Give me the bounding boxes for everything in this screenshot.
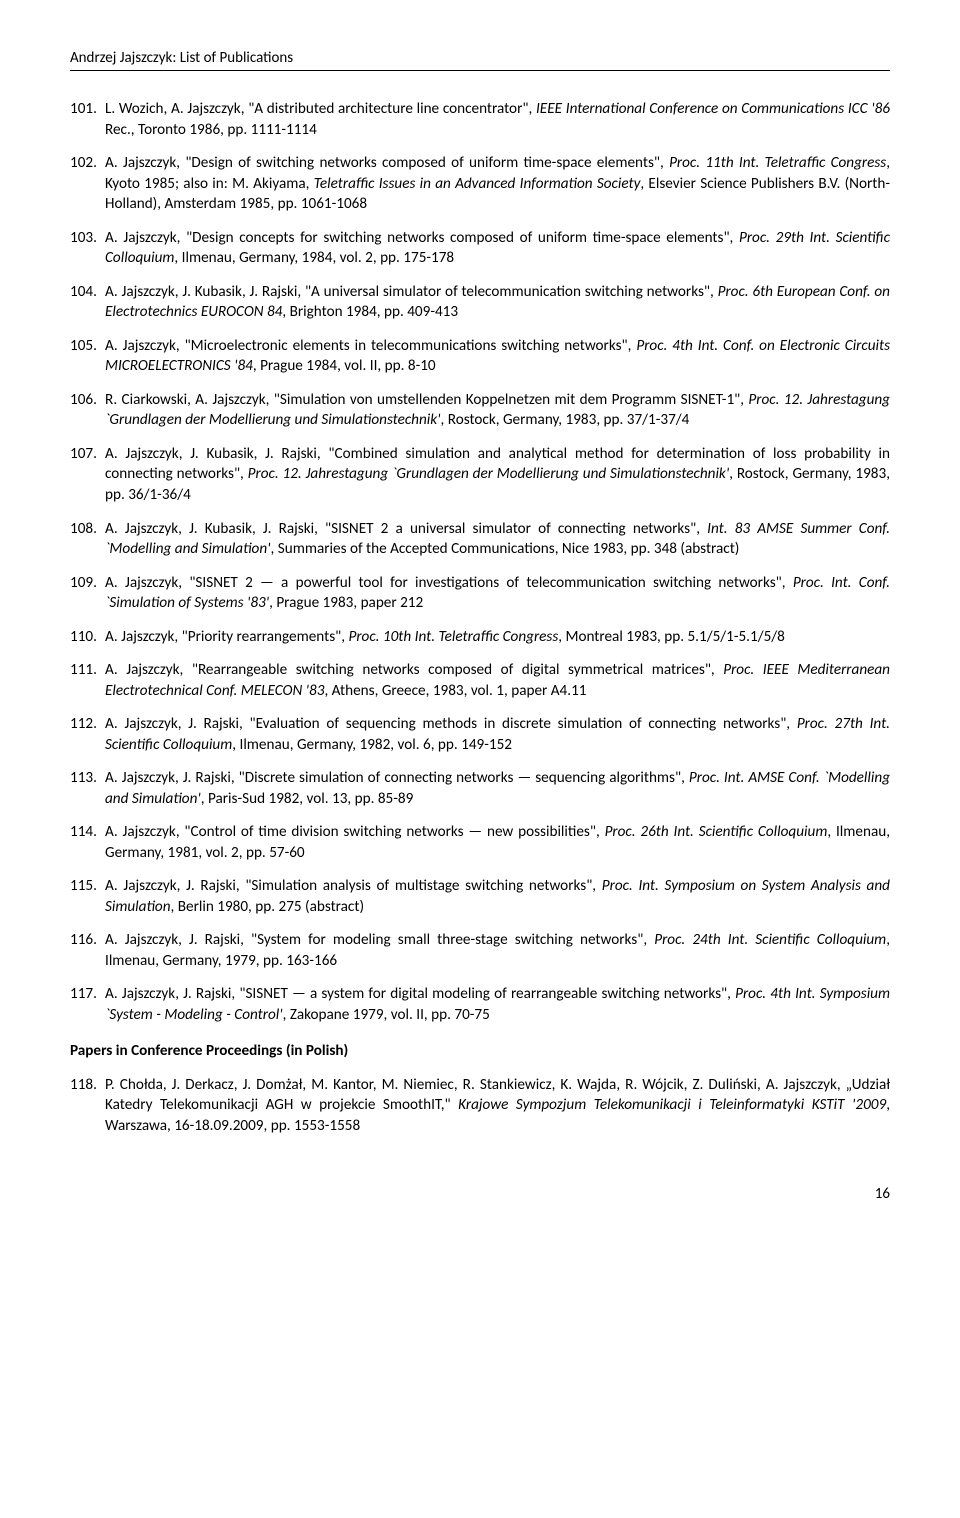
publication-entry: 109.A. Jajszczyk, "SISNET 2 — a powerful… [70,573,890,614]
entry-text: A. Jajszczyk, J. Kubasik, J. Rajski, "Co… [105,445,890,504]
publication-entry: 107.A. Jajszczyk, J. Kubasik, J. Rajski,… [70,444,890,506]
publication-entry: 118.P. Chołda, J. Derkacz, J. Domżał, M.… [70,1075,890,1137]
entry-number: 101. [70,99,102,120]
entry-text: A. Jajszczyk, J. Rajski, "SISNET — a sys… [105,985,890,1024]
polish-publications-list: 118.P. Chołda, J. Derkacz, J. Domżał, M.… [70,1075,890,1137]
publication-entry: 108.A. Jajszczyk, J. Kubasik, J. Rajski,… [70,519,890,560]
entry-text: A. Jajszczyk, J. Kubasik, J. Rajski, "A … [105,283,890,322]
entry-number: 118. [70,1075,102,1096]
publication-entry: 110.A. Jajszczyk, "Priority rearrangemen… [70,627,890,648]
entry-text: A. Jajszczyk, J. Rajski, "System for mod… [105,931,890,970]
entry-text: P. Chołda, J. Derkacz, J. Domżał, M. Kan… [105,1076,890,1135]
entry-number: 107. [70,444,102,465]
page-number: 16 [70,1184,890,1204]
entry-number: 111. [70,660,102,681]
publication-entry: 102.A. Jajszczyk, "Design of switching n… [70,153,890,215]
entry-number: 108. [70,519,102,540]
entry-text: A. Jajszczyk, "Microelectronic elements … [105,337,890,376]
entry-text: A. Jajszczyk, "Design of switching netwo… [105,154,890,213]
entry-text: A. Jajszczyk, J. Rajski, "Simulation ana… [105,877,890,916]
publication-entry: 111.A. Jajszczyk, "Rearrangeable switchi… [70,660,890,701]
entry-number: 104. [70,282,102,303]
entry-number: 102. [70,153,102,174]
publications-list: 101.L. Wozich, A. Jajszczyk, "A distribu… [70,99,890,1025]
entry-text: A. Jajszczyk, "Design concepts for switc… [105,229,890,268]
entry-number: 103. [70,228,102,249]
publication-entry: 101.L. Wozich, A. Jajszczyk, "A distribu… [70,99,890,140]
entry-number: 114. [70,822,102,843]
publication-entry: 112.A. Jajszczyk, J. Rajski, "Evaluation… [70,714,890,755]
section-heading-polish: Papers in Conference Proceedings (in Pol… [70,1041,890,1062]
entry-number: 116. [70,930,102,951]
entry-text: A. Jajszczyk, "Control of time division … [105,823,890,862]
entry-text: A. Jajszczyk, "Rearrangeable switching n… [105,661,890,700]
entry-text: R. Ciarkowski, A. Jajszczyk, "Simulation… [105,391,890,430]
entry-number: 105. [70,336,102,357]
entry-text: A. Jajszczyk, J. Rajski, "Discrete simul… [105,769,890,808]
entry-number: 110. [70,627,102,648]
publication-entry: 106.R. Ciarkowski, A. Jajszczyk, "Simula… [70,390,890,431]
publication-entry: 105.A. Jajszczyk, "Microelectronic eleme… [70,336,890,377]
publication-entry: 114.A. Jajszczyk, "Control of time divis… [70,822,890,863]
entry-number: 106. [70,390,102,411]
publication-entry: 103.A. Jajszczyk, "Design concepts for s… [70,228,890,269]
entry-text: A. Jajszczyk, "Priority rearrangements",… [105,628,785,646]
entry-number: 112. [70,714,102,735]
entry-number: 109. [70,573,102,594]
entry-text: A. Jajszczyk, J. Rajski, "Evaluation of … [105,715,890,754]
entry-text: A. Jajszczyk, "SISNET 2 — a powerful too… [105,574,890,613]
entry-text: A. Jajszczyk, J. Kubasik, J. Rajski, "SI… [105,520,890,559]
publication-entry: 104.A. Jajszczyk, J. Kubasik, J. Rajski,… [70,282,890,323]
entry-text: L. Wozich, A. Jajszczyk, "A distributed … [105,100,890,139]
page-header: Andrzej Jajszczyk: List of Publications [70,48,890,71]
publication-entry: 115.A. Jajszczyk, J. Rajski, "Simulation… [70,876,890,917]
entry-number: 115. [70,876,102,897]
entry-number: 113. [70,768,102,789]
publication-entry: 117.A. Jajszczyk, J. Rajski, "SISNET — a… [70,984,890,1025]
publication-entry: 113.A. Jajszczyk, J. Rajski, "Discrete s… [70,768,890,809]
entry-number: 117. [70,984,102,1005]
publication-entry: 116.A. Jajszczyk, J. Rajski, "System for… [70,930,890,971]
